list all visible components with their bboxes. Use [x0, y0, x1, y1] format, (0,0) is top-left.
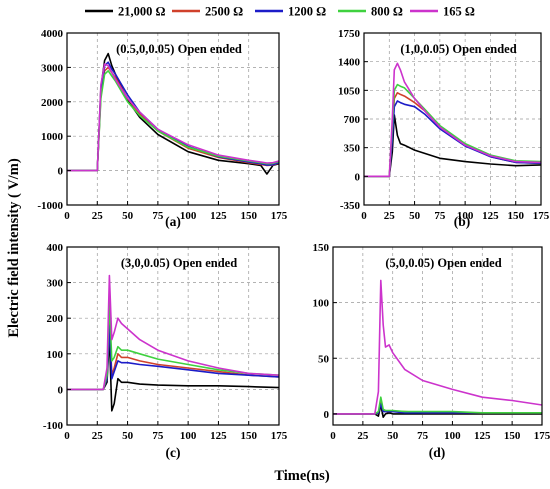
tick-label-x: 100 — [457, 210, 474, 222]
tick-label-x: 0 — [64, 430, 70, 442]
tick-label-x: 75 — [434, 210, 446, 222]
tick-label-x: 150 — [507, 210, 524, 222]
chart-panel: 0 25 50 75 100 125 150 175-10000100020003000400… — [37, 28, 287, 229]
tick-label-x: 75 — [417, 430, 429, 442]
tick-label-x: 150 — [240, 210, 257, 222]
tick-label-x: 0 — [64, 210, 70, 222]
tick-label-y: 400 — [47, 242, 64, 254]
chart-panel: 0 25 50 75 100 125 150 175-35003507001050140017… — [338, 28, 550, 229]
tick-label-y: 1050 — [338, 85, 361, 97]
tick-label-x: 25 — [92, 210, 104, 222]
tick-label-y: 100 — [313, 298, 330, 310]
chart-panels: 0 25 50 75 100 125 150 175-10000100020003000400… — [37, 28, 550, 460]
tick-label-y: 350 — [344, 143, 361, 155]
tick-label-x: 125 — [474, 430, 491, 442]
tick-label-x: 150 — [240, 430, 257, 442]
tick-label-x: 0 — [330, 430, 336, 442]
legend: 21,000 Ω 2500 Ω 1200 Ω 800 Ω 165 Ω — [85, 5, 475, 19]
series-line — [67, 299, 280, 391]
panel-annotation: (5,0,0.05) Open ended — [385, 256, 501, 270]
tick-label-y: 700 — [344, 114, 361, 126]
chart-panel: 0 25 50 75 100 125 150 175 0 50 100 150 (5,0,0.05) O… — [313, 242, 550, 460]
tick-label-x: 75 — [152, 430, 164, 442]
tick-label-x: 150 — [504, 430, 521, 442]
legend-label: 800 Ω — [371, 5, 403, 19]
tick-label-x: 25 — [384, 210, 396, 222]
tick-label-y: 1750 — [338, 28, 361, 40]
x-axis-label: Time(ns) — [274, 468, 329, 484]
legend-label: 1200 Ω — [288, 5, 326, 19]
panel-label: (b) — [454, 214, 471, 229]
tick-label-x: 25 — [357, 430, 369, 442]
tick-label-y: 1400 — [338, 57, 361, 69]
tick-label-x: 50 — [122, 210, 134, 222]
tick-label-y: -100 — [43, 420, 64, 432]
tick-label-y: -1000 — [37, 200, 63, 212]
series-line — [333, 279, 543, 415]
panel-label: (a) — [165, 214, 181, 229]
panel-label: (c) — [166, 445, 181, 460]
tick-label-y: 0 — [355, 171, 361, 183]
plot-frame — [66, 246, 280, 426]
legend-label: 21,000 Ω — [118, 5, 166, 19]
tick-label-y: 1000 — [41, 131, 64, 143]
tick-label-y: 50 — [318, 353, 330, 365]
tick-label-y: 100 — [47, 349, 64, 361]
tick-label-x: 175 — [533, 210, 550, 222]
tick-label-x: 0 — [361, 210, 367, 222]
tick-label-x: 100 — [444, 430, 461, 442]
tick-label-x: 50 — [387, 430, 399, 442]
tick-label-x: 100 — [180, 430, 197, 442]
tick-label-x: 100 — [180, 210, 197, 222]
panel-annotation: (3,0,0.05) Open ended — [121, 256, 237, 270]
tick-label-x: 25 — [92, 430, 104, 442]
tick-label-y: 0 — [324, 409, 330, 421]
tick-label-x: 125 — [210, 430, 227, 442]
tick-label-x: 125 — [210, 210, 227, 222]
tick-label-y: 4000 — [41, 28, 64, 40]
series-line — [67, 324, 280, 391]
panel-label: (d) — [429, 445, 446, 460]
legend-label: 165 Ω — [443, 5, 475, 19]
panel-annotation: (0.5,0,0.05) Open ended — [116, 42, 242, 56]
tick-label-y: 300 — [47, 278, 64, 290]
y-axis-label: Electric field intensity ( V/m) — [6, 158, 22, 338]
series-line — [67, 63, 280, 172]
tick-label-y: 150 — [313, 242, 330, 254]
tick-label-x: 75 — [152, 210, 164, 222]
tick-label-y: 0 — [58, 166, 64, 178]
series-line — [333, 404, 542, 419]
plot-frame — [66, 32, 280, 206]
chart-panel: 0 25 50 75 100 125 150 175-1000100200300400(3,0… — [43, 242, 288, 460]
series-line — [333, 396, 542, 415]
legend-label: 2500 Ω — [205, 5, 243, 19]
tick-label-y: 200 — [47, 313, 64, 325]
series-line — [364, 62, 542, 178]
tick-label-x: 50 — [122, 430, 134, 442]
tick-label-y: 2000 — [41, 97, 64, 109]
tick-label-y: 3000 — [41, 62, 64, 74]
tick-label-x: 175 — [271, 210, 288, 222]
plot-frame — [332, 246, 543, 426]
series-line — [67, 274, 280, 391]
tick-label-x: 125 — [482, 210, 499, 222]
tick-label-x: 175 — [534, 430, 550, 442]
tick-label-y: -350 — [340, 200, 361, 212]
tick-label-y: 0 — [58, 384, 64, 396]
tick-label-x: 175 — [271, 430, 288, 442]
tick-label-x: 50 — [409, 210, 421, 222]
series-line — [364, 114, 542, 178]
panel-annotation: (1,0,0.05) Open ended — [400, 42, 516, 56]
